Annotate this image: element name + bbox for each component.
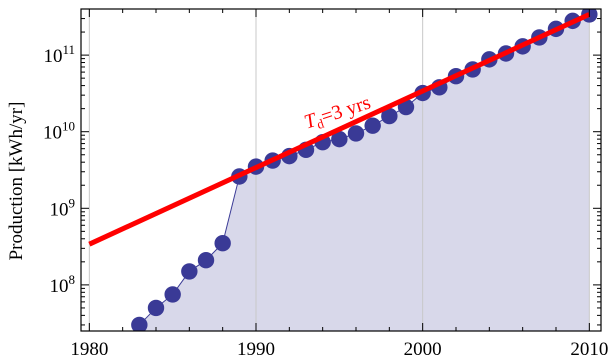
- x-tick-label-1980: 1980: [70, 339, 108, 360]
- trend-line: [88, 12, 591, 247]
- data-point-1997: [364, 117, 381, 134]
- data-point-1985: [164, 286, 181, 303]
- area-layer: [139, 14, 590, 331]
- x-tick-label-2000: 2000: [404, 339, 442, 360]
- data-point-1995: [331, 130, 348, 148]
- trend-layer: [88, 12, 591, 247]
- y-tick-label-exponent: 9: [69, 195, 76, 210]
- y-tick-label-1e9: 109: [50, 195, 76, 220]
- y-tick-label-exponent: 8: [69, 272, 76, 287]
- trend-annotation-sub: d: [315, 116, 326, 132]
- data-point-1998: [381, 107, 398, 125]
- plot-frame: [80, 8, 602, 332]
- data-point-1988: [214, 235, 231, 252]
- y-tick-label-1e8: 108: [50, 272, 76, 297]
- x-tick-label-1990: 1990: [237, 339, 275, 360]
- y-tick-label-exponent: 10: [62, 119, 75, 134]
- data-point-1987: [197, 252, 215, 269]
- y-tick-label-base: 10: [43, 123, 62, 144]
- series-area: [139, 14, 590, 331]
- y-tick-label-exponent: 11: [62, 42, 75, 57]
- y-axis-title: Production [kWh/yr]: [6, 102, 27, 261]
- data-point-1986: [181, 263, 198, 280]
- y-tick-label-base: 10: [50, 276, 69, 297]
- y-tick-label-base: 10: [43, 46, 62, 67]
- tick-layer: [81, 8, 601, 331]
- y-tick-label-1e11: 1011: [43, 42, 75, 67]
- data-point-1983: [131, 316, 148, 331]
- y-tick-label-1e10: 1010: [43, 119, 75, 144]
- x-tick-label-2010: 2010: [570, 339, 608, 360]
- data-point-1996: [347, 125, 365, 142]
- grid-layer: [88, 9, 590, 331]
- y-tick-label-base: 10: [50, 199, 69, 220]
- data-point-1984: [147, 299, 165, 317]
- frame-layer: [80, 8, 602, 332]
